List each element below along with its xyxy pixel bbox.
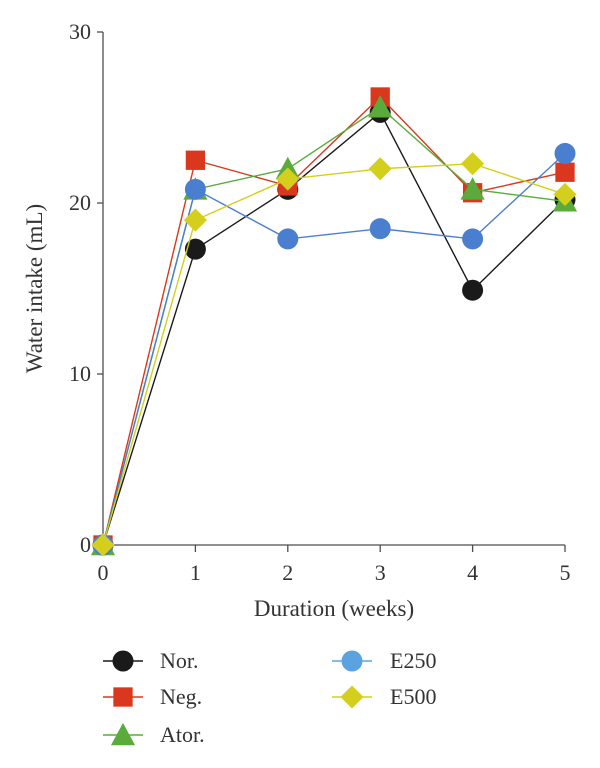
legend-marker-neg <box>113 687 132 706</box>
data-point-e250 <box>555 143 576 164</box>
data-point-e250 <box>370 218 391 239</box>
x-axis-label: Duration (weeks) <box>254 596 414 621</box>
x-tick-label: 4 <box>467 560 478 585</box>
x-tick-label: 3 <box>375 560 386 585</box>
y-tick-label: 10 <box>69 361 91 386</box>
y-tick-label: 0 <box>80 532 91 557</box>
legend-label-e250: E250 <box>390 648 436 673</box>
chart: 0 10 20 30 0 1 2 3 4 5 Nor. Neg. Ator. E250 E500 Dura… <box>0 0 600 768</box>
data-point-neg <box>186 151 205 170</box>
y-tick-label: 20 <box>69 190 91 215</box>
series-line-nor <box>103 112 565 545</box>
data-point-nor <box>462 280 483 301</box>
legend-label-e500: E500 <box>390 684 436 709</box>
legend-item-neg: Neg. <box>103 684 202 709</box>
legend-label-nor: Nor. <box>160 648 199 673</box>
y-tick-label: 30 <box>69 19 91 44</box>
data-point-e500 <box>184 209 207 232</box>
x-tick-label: 0 <box>98 560 109 585</box>
legend-item-ator: Ator. <box>103 722 205 747</box>
series-neg <box>93 87 574 554</box>
legend-label-neg: Neg. <box>160 684 202 709</box>
series-line-e500 <box>103 164 565 545</box>
series-e500 <box>91 152 576 556</box>
legend-marker-e500 <box>340 685 363 708</box>
y-axis-label: Water intake (mL) <box>22 204 47 373</box>
series-line-e250 <box>103 153 565 545</box>
legend-item-nor: Nor. <box>103 648 199 673</box>
x-tick-label: 5 <box>560 560 571 585</box>
data-point-e500 <box>461 152 484 175</box>
data-point-e250 <box>185 179 206 200</box>
x-tick-label: 1 <box>190 560 201 585</box>
x-tick-label: 2 <box>282 560 293 585</box>
series-ator <box>91 95 577 555</box>
data-point-e250 <box>462 228 483 249</box>
legend-marker-e250 <box>342 651 363 672</box>
legend: Nor. Neg. Ator. E250 E500 <box>103 648 436 747</box>
legend-item-e500: E500 <box>332 684 436 709</box>
axes: 0 10 20 30 0 1 2 3 4 5 <box>69 19 571 585</box>
legend-marker-nor <box>113 651 134 672</box>
data-point-e250 <box>277 228 298 249</box>
legend-marker-ator <box>111 723 135 745</box>
data-point-neg <box>555 163 574 182</box>
data-point-e500 <box>369 157 392 180</box>
series-layer <box>91 87 577 556</box>
legend-label-ator: Ator. <box>160 722 205 747</box>
data-point-nor <box>185 239 206 260</box>
series-line-ator <box>103 107 565 545</box>
series-e250 <box>93 143 576 556</box>
legend-item-e250: E250 <box>332 648 436 673</box>
